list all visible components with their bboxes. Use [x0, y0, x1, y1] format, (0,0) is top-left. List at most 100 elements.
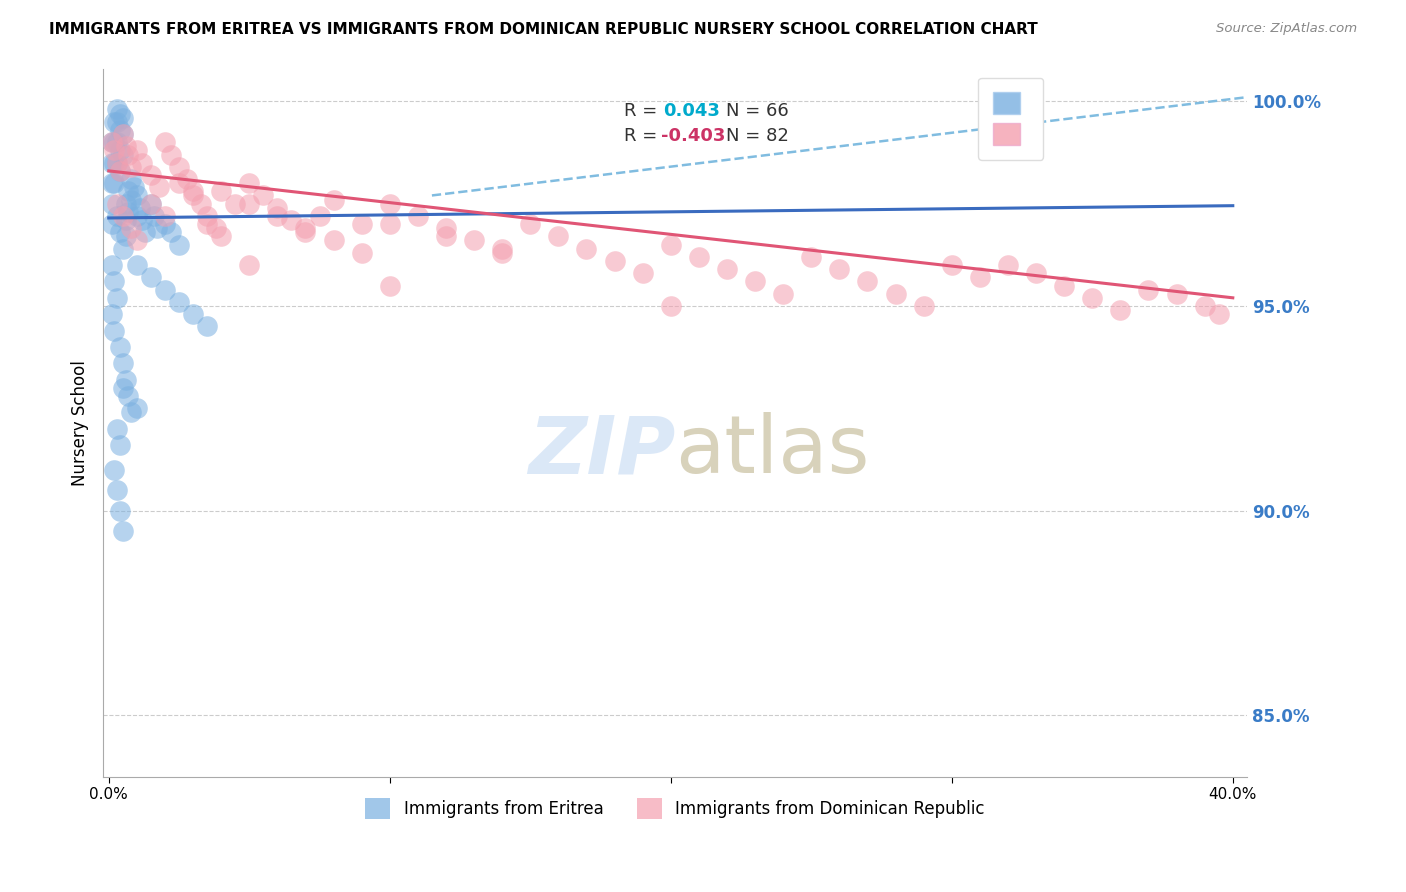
- Point: [603, 254, 626, 268]
- Point: [547, 229, 569, 244]
- Point: [153, 135, 176, 149]
- Point: [997, 258, 1019, 272]
- Point: [575, 242, 598, 256]
- Point: [103, 275, 125, 289]
- Point: [120, 193, 142, 207]
- Point: [350, 245, 373, 260]
- Point: [167, 237, 190, 252]
- Point: [190, 196, 212, 211]
- Text: R =: R =: [623, 127, 657, 145]
- Point: [120, 221, 142, 235]
- Point: [105, 209, 128, 223]
- Point: [100, 135, 122, 149]
- Point: [103, 324, 125, 338]
- Point: [108, 106, 131, 120]
- Point: [108, 123, 131, 137]
- Point: [100, 135, 122, 149]
- Point: [122, 180, 145, 194]
- Point: [105, 155, 128, 169]
- Point: [1081, 291, 1104, 305]
- Point: [111, 127, 134, 141]
- Point: [125, 258, 148, 272]
- Point: [103, 155, 125, 169]
- Point: [125, 234, 148, 248]
- Point: [100, 176, 122, 190]
- Point: [280, 213, 302, 227]
- Point: [884, 286, 907, 301]
- Point: [159, 225, 181, 239]
- Point: [350, 217, 373, 231]
- Point: [195, 209, 218, 223]
- Point: [238, 196, 260, 211]
- Point: [1166, 286, 1188, 301]
- Point: [114, 213, 136, 227]
- Point: [238, 258, 260, 272]
- Point: [252, 188, 274, 202]
- Point: [131, 213, 153, 227]
- Point: [631, 266, 654, 280]
- Point: [153, 209, 176, 223]
- Point: [108, 164, 131, 178]
- Point: [519, 217, 541, 231]
- Point: [266, 209, 288, 223]
- Point: [111, 127, 134, 141]
- Point: [120, 405, 142, 419]
- Point: [716, 262, 738, 277]
- Point: [912, 299, 935, 313]
- Text: R =: R =: [623, 102, 657, 120]
- Point: [117, 147, 139, 161]
- Point: [224, 196, 246, 211]
- Text: Source: ZipAtlas.com: Source: ZipAtlas.com: [1216, 22, 1357, 36]
- Point: [378, 278, 401, 293]
- Text: N = 66: N = 66: [727, 102, 789, 120]
- Point: [491, 242, 513, 256]
- Point: [114, 373, 136, 387]
- Point: [103, 144, 125, 158]
- Point: [100, 258, 122, 272]
- Point: [772, 286, 794, 301]
- Text: ZIP: ZIP: [527, 412, 675, 490]
- Point: [322, 234, 344, 248]
- Point: [125, 144, 148, 158]
- Point: [176, 172, 198, 186]
- Point: [659, 299, 682, 313]
- Point: [800, 250, 823, 264]
- Point: [114, 196, 136, 211]
- Point: [148, 180, 170, 194]
- Point: [128, 201, 150, 215]
- Point: [105, 291, 128, 305]
- Point: [167, 294, 190, 309]
- Point: [139, 270, 162, 285]
- Point: [142, 209, 165, 223]
- Point: [100, 196, 122, 211]
- Point: [195, 217, 218, 231]
- Point: [139, 196, 162, 211]
- Point: [167, 176, 190, 190]
- Point: [120, 160, 142, 174]
- Point: [105, 135, 128, 149]
- Text: N = 82: N = 82: [727, 127, 789, 145]
- Point: [105, 483, 128, 498]
- Point: [105, 155, 128, 169]
- Point: [167, 160, 190, 174]
- Point: [1194, 299, 1216, 313]
- Point: [209, 185, 232, 199]
- Point: [117, 204, 139, 219]
- Point: [103, 135, 125, 149]
- Point: [108, 144, 131, 158]
- Point: [103, 176, 125, 190]
- Point: [659, 237, 682, 252]
- Point: [103, 114, 125, 128]
- Point: [322, 193, 344, 207]
- Point: [204, 221, 226, 235]
- Point: [266, 201, 288, 215]
- Point: [153, 283, 176, 297]
- Point: [125, 188, 148, 202]
- Point: [105, 103, 128, 117]
- Point: [1025, 266, 1047, 280]
- Point: [100, 155, 122, 169]
- Point: [103, 463, 125, 477]
- Point: [688, 250, 710, 264]
- Point: [209, 229, 232, 244]
- Point: [941, 258, 963, 272]
